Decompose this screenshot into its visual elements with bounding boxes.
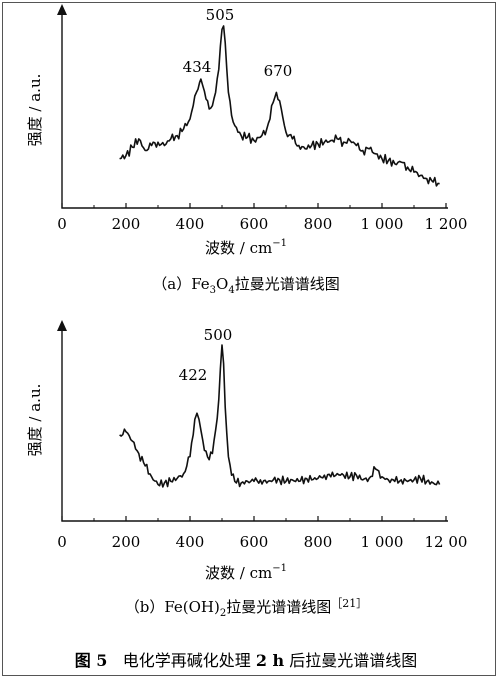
chart-a-peak-label-670: 670	[264, 62, 293, 80]
chart-b-series-line	[119, 344, 441, 488]
figure-frame	[2, 2, 496, 676]
chart-b-tick-label: 200	[112, 533, 141, 551]
chart-b-xlabel-main: 波数 / cm	[205, 564, 272, 582]
chart-a-caption-mid: O	[216, 275, 228, 293]
chart-a-peak-labels: 434 505 670	[183, 6, 293, 80]
figure-caption-label: 图 5	[75, 651, 108, 670]
chart-b-peak-label-500: 500	[204, 326, 233, 344]
chart-a-caption-prefix: （a）Fe	[152, 275, 210, 293]
chart-a-tick-label: 1 200	[425, 215, 468, 233]
chart-b-xlabel: 波数 / cm−1	[205, 563, 287, 582]
chart-b-tick-label: 800	[304, 533, 333, 551]
figure-caption-gap	[107, 651, 122, 670]
chart-b-caption-sub: 2	[220, 608, 226, 619]
chart-b-tick-labels: 0 200 400 600 800 1 000 12 00	[57, 533, 467, 551]
chart-a-peak-label-434: 434	[183, 58, 212, 76]
chart-b-tick-marks	[61, 516, 447, 521]
chart-a-tick-marks	[61, 203, 447, 208]
chart-b-peak-label-422: 422	[179, 366, 208, 384]
chart-a-axes	[61, 12, 448, 209]
chart-a-tick-labels: 0 200 400 600 800 1 000 1 200	[57, 215, 467, 233]
chart-b-tick-label: 12 00	[425, 533, 468, 551]
chart-b-caption-prefix: （b）Fe(OH)	[125, 598, 220, 616]
chart-a-caption-sub1: 3	[210, 285, 216, 296]
figure-caption-text2: 后拉曼光谱谱线图	[284, 651, 417, 670]
chart-a-caption-suffix: 拉曼光谱谱线图	[235, 275, 340, 293]
chart-a-peak-label-505: 505	[206, 6, 235, 24]
chart-a-tick-label: 600	[240, 215, 269, 233]
chart-a-caption-sub2: 4	[228, 285, 234, 296]
chart-b: 强度 / a.u. 0 200 400 600 800 1 000 12 00 …	[26, 320, 467, 619]
chart-a-tick-label: 0	[57, 215, 67, 233]
figure-caption-bold: 2 h	[256, 651, 285, 670]
chart-b-xlabel-sup: −1	[272, 563, 287, 574]
chart-b-tick-label: 600	[240, 533, 269, 551]
chart-a-tick-label: 1 000	[361, 215, 404, 233]
chart-a: 强度 / a.u. 0 200 400 600 800 1 000 1 200 …	[26, 4, 467, 296]
chart-b-tick-label: 400	[176, 533, 205, 551]
chart-b-caption-ref: ［21］	[331, 597, 367, 610]
chart-a-xlabel-sup: −1	[272, 238, 287, 249]
chart-a-xlabel-main: 波数 / cm	[205, 239, 272, 257]
chart-a-tick-label: 200	[112, 215, 141, 233]
chart-b-tick-label: 0	[57, 533, 67, 551]
chart-b-peak-labels: 422 500	[179, 326, 233, 384]
chart-a-xlabel: 波数 / cm−1	[205, 238, 287, 257]
chart-a-tick-label: 400	[176, 215, 205, 233]
chart-a-caption: （a）Fe3O4拉曼光谱谱线图	[152, 275, 340, 296]
chart-b-caption: （b）Fe(OH)2拉曼光谱谱线图［21］	[125, 597, 368, 619]
chart-b-axes	[61, 328, 448, 522]
chart-a-y-arrow	[57, 4, 67, 15]
figure-caption: 图 5 电化学再碱化处理 2 h 后拉曼光谱谱线图	[75, 651, 418, 670]
figure-caption-text: 电化学再碱化处理	[123, 651, 256, 670]
chart-b-tick-label: 1 000	[361, 533, 404, 551]
chart-a-series-line	[119, 25, 440, 187]
chart-b-caption-suffix: 拉曼光谱谱线图	[226, 598, 331, 616]
chart-a-tick-label: 800	[304, 215, 333, 233]
chart-b-ylabel: 强度 / a.u.	[26, 384, 44, 457]
chart-a-ylabel: 强度 / a.u.	[26, 74, 44, 147]
chart-b-y-arrow	[57, 320, 67, 331]
